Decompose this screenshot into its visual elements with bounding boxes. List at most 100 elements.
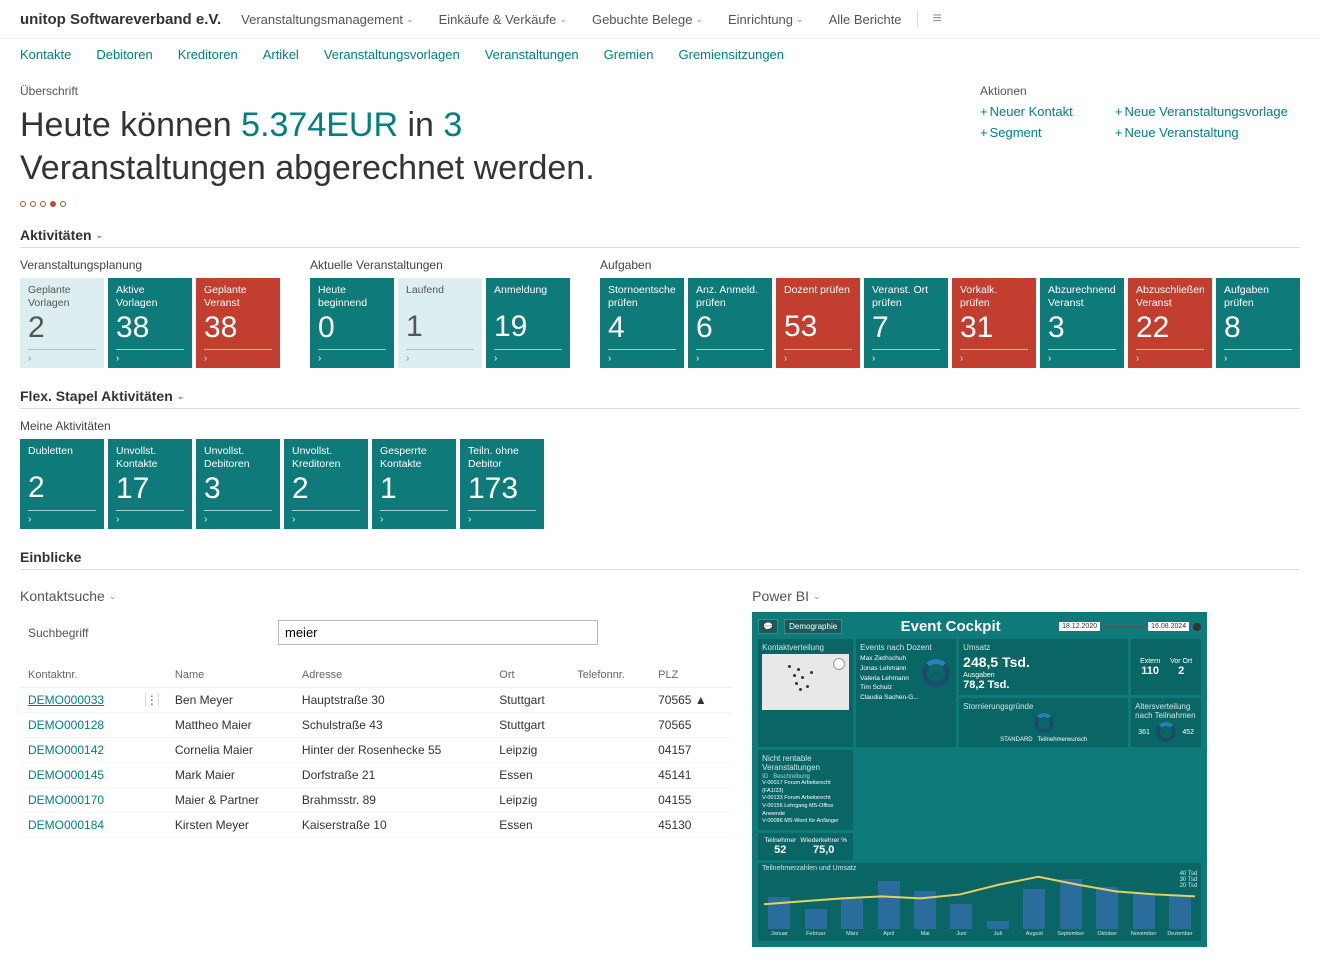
subnav-item[interactable]: Artikel <box>263 47 299 62</box>
pbi-extern-card[interactable]: Extern110 Vor Ort2 <box>1131 639 1201 695</box>
table-row[interactable]: DEMO000145Mark MaierDorfstraße 21Essen45… <box>20 763 732 788</box>
table-header[interactable]: Ort <box>491 663 569 688</box>
tile[interactable]: Laufend1› <box>398 278 482 368</box>
subnav-item[interactable]: Kreditoren <box>178 47 238 62</box>
tile[interactable]: Gesperrte Kontakte1› <box>372 439 456 529</box>
arrow-icon: › <box>318 353 321 364</box>
pbi-date-slider[interactable]: 18.12.2020 16.08.2024 <box>1059 622 1201 631</box>
section-activities[interactable]: Aktivitäten⌄ <box>20 227 1300 243</box>
tile-value: 0 <box>318 311 386 345</box>
pbi-umsatz-card[interactable]: Umsatz 248,5 Tsd. Ausgaben 78,2 Tsd. <box>959 639 1128 695</box>
chevron-down-icon: ⌄ <box>813 591 821 602</box>
table-header[interactable]: PLZ <box>650 663 732 688</box>
topnav-item[interactable]: Einrichtung⌄ <box>728 12 804 27</box>
arrow-icon: › <box>1224 353 1227 364</box>
section-flex[interactable]: Flex. Stapel Aktivitäten⌄ <box>20 388 1300 404</box>
tile[interactable]: Anz. Anmeld. prüfen6› <box>688 278 772 368</box>
tile-value: 31 <box>960 311 1028 345</box>
pbi-rent-card[interactable]: Nicht rentable Veranstaltungen ID Beschr… <box>758 750 853 830</box>
table-header[interactable]: Adresse <box>294 663 491 688</box>
tile[interactable]: Unvollst. Debitoren3› <box>196 439 280 529</box>
subnav-item[interactable]: Gremiensitzungen <box>679 47 785 62</box>
pager-dot[interactable] <box>60 201 66 207</box>
table-cell: 04157 <box>650 738 732 763</box>
pbi-demographics-button[interactable]: Demographie <box>784 619 842 634</box>
pager-dot[interactable] <box>20 201 26 207</box>
table-row[interactable]: DEMO000170Maier & PartnerBrahmsstr. 89Le… <box>20 788 732 813</box>
pager-dot[interactable] <box>50 201 56 207</box>
tile[interactable]: Heute beginnend0› <box>310 278 394 368</box>
tile[interactable]: Unvollst. Kreditoren2› <box>284 439 368 529</box>
table-row[interactable]: DEMO000033⋮Ben MeyerHauptstraße 30Stuttg… <box>20 688 732 713</box>
pbi-alters-card[interactable]: Altersverteilung nach Teilnahmen 361 452 <box>1131 698 1201 747</box>
chevron-down-icon: ⌄ <box>109 591 117 602</box>
pbi-dozent-card[interactable]: Events nach Dozent Max ZiethschuhJonas L… <box>856 639 956 747</box>
tile[interactable]: Abzuschließen... Veranst22› <box>1128 278 1212 368</box>
tile[interactable]: Aufgaben prüfen8› <box>1216 278 1300 368</box>
subnav-item[interactable]: Kontakte <box>20 47 71 62</box>
powerbi-embed[interactable]: 💬 Demographie Event Cockpit 18.12.2020 1… <box>752 612 1207 947</box>
contact-number-link[interactable]: DEMO000184 <box>20 813 137 838</box>
pager-dot[interactable] <box>40 201 46 207</box>
tile-value: 22 <box>1136 311 1204 345</box>
table-cell: Essen <box>491 813 569 838</box>
contact-number-link[interactable]: DEMO000142 <box>20 738 137 763</box>
action-link[interactable]: +Neuer Kontakt <box>980 104 1085 119</box>
pager[interactable] <box>20 201 670 207</box>
tile-label: Geplante Vorlagen <box>28 284 96 309</box>
table-header[interactable]: Name <box>167 663 294 688</box>
tile[interactable]: Veranst. Ort prüfen7› <box>864 278 948 368</box>
pbi-storno-card[interactable]: Stornierungsgründe STANDARD Teilnehmerwu… <box>959 698 1128 747</box>
table-row[interactable]: DEMO000184Kirsten MeyerKaiserstraße 10Es… <box>20 813 732 838</box>
tile[interactable]: Anmeldung19› <box>486 278 570 368</box>
topnav-item[interactable]: Veranstaltungsmanagement⌄ <box>241 12 413 27</box>
subnav-item[interactable]: Gremien <box>604 47 654 62</box>
pbi-map-card[interactable]: Kontaktverteilung <box>758 639 853 747</box>
contact-number-link[interactable]: DEMO000170 <box>20 788 137 813</box>
pbi-comment-icon[interactable]: 💬 <box>758 619 778 634</box>
table-row[interactable]: DEMO000142Cornelia MaierHinter der Rosen… <box>20 738 732 763</box>
subnav-item[interactable]: Debitoren <box>96 47 152 62</box>
tile[interactable]: Dozent prüfen53› <box>776 278 860 368</box>
group-label: Meine Aktivitäten <box>20 419 544 433</box>
search-input[interactable] <box>278 620 598 645</box>
topnav-item[interactable]: Einkäufe & Verkäufe⌄ <box>439 12 567 27</box>
tile-value: 2 <box>28 471 96 505</box>
powerbi-title[interactable]: Power BI⌄ <box>752 588 1300 604</box>
pbi-chart-card[interactable]: Teilnehmerzahlen und Umsatz 40 Tsd30 Tsd… <box>758 863 1201 941</box>
tile[interactable]: Stornoentschei... prüfen4› <box>600 278 684 368</box>
contacts-table: Kontaktnr. NameAdresseOrtTelefonnr.PLZ DE… <box>20 663 732 838</box>
table-header[interactable]: Kontaktnr. <box>20 663 137 688</box>
subnav-item[interactable]: Veranstaltungen <box>485 47 579 62</box>
contact-number-link[interactable]: DEMO000128 <box>20 713 137 738</box>
table-row[interactable]: DEMO000128Mattheo MaierSchulstraße 43Stu… <box>20 713 732 738</box>
tile[interactable]: Geplante Veranst38› <box>196 278 280 368</box>
tile[interactable]: Aktive Vorlagen38› <box>108 278 192 368</box>
tile-label: Laufend <box>406 284 474 308</box>
tile[interactable]: Unvollst. Kontakte17› <box>108 439 192 529</box>
row-menu-icon[interactable]: ⋮ <box>145 693 159 707</box>
table-header[interactable]: Telefonnr. <box>569 663 650 688</box>
topnav-item[interactable]: Gebuchte Belege⌄ <box>592 12 703 27</box>
tile[interactable]: Vorkalk. prüfen31› <box>952 278 1036 368</box>
tile[interactable]: Dubletten2› <box>20 439 104 529</box>
contact-number-link[interactable]: DEMO000033 <box>20 688 137 713</box>
tile[interactable]: Teiln. ohne Debitor173› <box>460 439 544 529</box>
arrow-icon: › <box>960 353 963 364</box>
table-cell: Schulstraße 43 <box>294 713 491 738</box>
arrow-icon: › <box>116 514 119 525</box>
action-link[interactable]: +Neue Veranstaltung <box>1115 125 1300 140</box>
pbi-teiln-card[interactable]: Teilnehmer52 Wiederkehrer %75,0 <box>758 833 853 860</box>
pager-dot[interactable] <box>30 201 36 207</box>
plus-icon: + <box>1115 104 1123 119</box>
topnav-item[interactable]: Alle Berichte <box>829 12 902 27</box>
subnav-item[interactable]: Veranstaltungsvorlagen <box>324 47 460 62</box>
table-cell <box>569 738 650 763</box>
contact-search-title[interactable]: Kontaktsuche⌄ <box>20 588 732 604</box>
action-link[interactable]: +Neue Veranstaltungsvorlage <box>1115 104 1300 119</box>
hamburger-icon[interactable]: ≡ <box>933 10 942 28</box>
tile[interactable]: Abzurechnende Veranst3› <box>1040 278 1124 368</box>
action-link[interactable]: +Segment <box>980 125 1085 140</box>
tile[interactable]: Geplante Vorlagen2› <box>20 278 104 368</box>
contact-number-link[interactable]: DEMO000145 <box>20 763 137 788</box>
